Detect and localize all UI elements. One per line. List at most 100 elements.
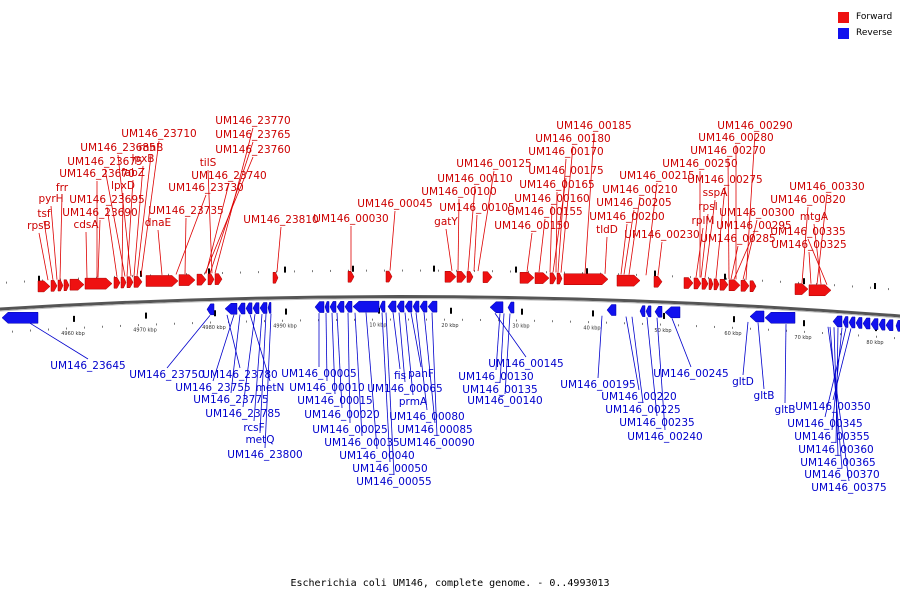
reverse-gene-arrow [259,302,268,314]
forward-gene-label: gatY [434,216,458,228]
forward-gene-label: UM146_00335 [770,226,845,238]
scale-label: 30 kbp [512,324,529,330]
reverse-gene-label: UM146_00355 [794,431,869,443]
scale-label: 4960 kbp [61,331,85,337]
forward-gene-label: tilS [200,157,217,169]
forward-swatch [838,11,849,23]
forward-gene-arrow [563,273,609,285]
forward-gene-label: tsf [37,208,51,220]
reverse-gene-label: UM146_00145 [488,358,563,370]
reverse-gene-label: metN [256,382,285,394]
reverse-gene-label: UM146_00055 [356,476,431,488]
reverse-gene-arrow [870,318,879,330]
reverse-gene-label: UM146_00360 [798,444,873,456]
reverse-gene-label: UM146_00130 [458,371,533,383]
forward-gene-label: sspA [703,187,729,199]
reverse-gene-arrow [664,306,681,319]
scale-label: 60 kbp [724,331,741,337]
forward-gene-arrow [126,276,134,288]
reverse-gene-arrow [885,319,894,331]
reverse-gene-label: rcsF [243,422,264,434]
forward-gene-label: lpxB [132,153,155,165]
reverse-gene-label: UM146_00365 [800,457,875,469]
forward-gene-arrow [693,277,702,290]
reverse-gene-label: UM146_00135 [462,384,537,396]
forward-gene-label: UM146_23730 [168,182,243,194]
forward-gene-arrow [145,275,179,287]
forward-gene-label: UM146_00170 [528,146,603,158]
forward-gene-label: UM146_23770 [215,115,290,127]
reverse-gene-arrow [267,302,272,314]
forward-gene-label: UM146_00175 [528,165,603,177]
forward-gene-label: UM146_00110 [437,173,512,185]
reverse-gene-label: UM146_00220 [601,391,676,403]
forward-gene-label: UM146_23710 [121,128,196,140]
forward-gene-arrow [708,278,714,290]
reverse-gene-label: UM146_00375 [811,482,886,494]
forward-gene-arrow [50,280,58,292]
forward-gene-arrow [214,273,223,285]
forward-gene-label: UM146_23695 [69,194,144,206]
forward-gene-label: UM146_00165 [519,179,594,191]
forward-gene-label: fabZ [121,167,145,179]
reverse-gene-arrow [245,302,253,315]
reverse-gene-arrow [606,304,617,316]
genome-backbone [0,295,900,318]
forward-gene-label: UM146_23765 [215,129,290,141]
forward-gene-label: UM146_00155 [507,206,582,218]
reverse-swatch [838,27,849,39]
reverse-gene-label: UM146_00225 [605,404,680,416]
forward-gene-arrow [556,272,563,285]
reverse-gene-label: UM146_00350 [795,401,870,413]
reverse-gene-label: UM146_23780 [202,369,277,381]
reverse-gene-arrow [855,317,863,329]
forward-gene-label: UM146_23675 [67,156,142,168]
forward-gene-label: UM146_00045 [357,198,432,210]
reverse-gene-arrow [1,312,39,324]
forward-gene-arrow [347,270,355,283]
reverse-gene-arrow [749,310,765,323]
reverse-gene-arrow [396,300,405,313]
forward-gene-arrow [57,279,64,292]
forward-gene-arrow [740,280,750,292]
scale-label: 70 kbp [794,335,811,341]
forward-gene-arrow [444,271,457,283]
scale-label: 80 kbp [866,340,883,346]
forward-gene-arrow [69,278,85,291]
reverse-gene-arrow [427,300,438,313]
forward-gene-arrow [207,273,215,286]
reverse-gene-label: UM146_00020 [304,409,379,421]
reverse-gene-arrow [324,301,330,313]
forward-gene-label: UM146_23735 [148,205,223,217]
reverse-gene-label: gltB [775,404,796,416]
reverse-gene-label: gltD [732,376,754,388]
reverse-gene-label: UM146_23800 [227,449,302,461]
legend-reverse: Reverse [838,25,892,41]
forward-gene-arrow [385,270,393,283]
reverse-gene-label: UM146_00080 [389,411,464,423]
forward-gene-label: UM146_00320 [770,194,845,206]
forward-gene-arrow [466,271,474,283]
forward-gene-label: tldD [596,224,618,236]
genome-caption: Escherichia coli UM146, complete genome.… [290,578,610,589]
forward-gene-label: UM146_00270 [690,145,765,157]
forward-gene-arrow [653,275,663,288]
forward-gene-label: UM146_00250 [662,158,737,170]
legend-forward-label: Forward [856,12,893,22]
reverse-gene-arrow [639,305,646,317]
legend-forward: Forward [838,9,892,25]
reverse-gene-arrow [842,316,849,328]
reverse-gene-label: UM146_00345 [787,418,862,430]
forward-gene-label: UM146_00150 [494,220,569,232]
forward-gene-arrow [84,277,113,290]
forward-gene-label: UM146_00125 [456,158,531,170]
forward-gene-label: UM146_23670 [59,168,134,180]
reverse-gene-label: UM146_00035 [324,437,399,449]
reverse-gene-label: UM146_00235 [619,417,694,429]
forward-gene-label: cdsA [73,219,99,231]
reverse-gene-label: UM146_00370 [804,469,879,481]
forward-gene-label: lpxD [111,180,135,192]
reverse-gene-label: UM146_00015 [297,395,372,407]
forward-gene-arrow [713,278,720,291]
